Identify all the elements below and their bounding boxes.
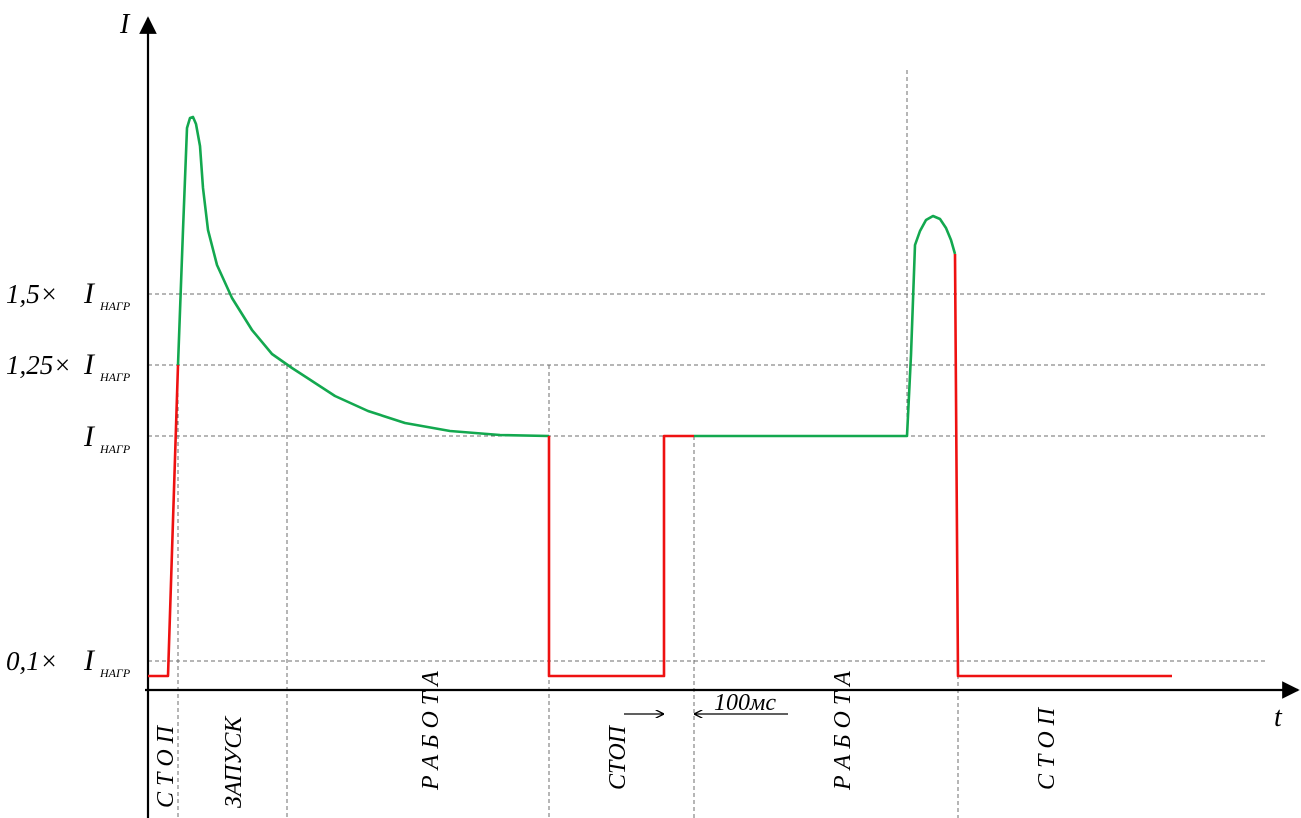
level-prefix: 1,25× xyxy=(6,350,71,380)
level-subscript: НАГР xyxy=(99,442,131,456)
phase-label-work-2: Р А Б О Т А xyxy=(830,671,856,791)
phase-label-stop-3: С Т О П xyxy=(1034,706,1060,790)
level-symbol: I xyxy=(83,644,96,677)
phase-label-stop-1: С Т О П xyxy=(153,724,179,808)
delay-label: 100мс xyxy=(714,690,776,716)
curve-stop-initial xyxy=(148,364,180,678)
delay-marker: 100мс xyxy=(624,690,788,716)
level-label-1-25: 1,25× I НАГР xyxy=(6,348,131,384)
phase-label-start: ЗАПУСК xyxy=(221,715,247,808)
level-label-1-5: 1,5× I НАГР xyxy=(6,277,131,313)
level-subscript: НАГР xyxy=(99,370,131,384)
curve-start-peak xyxy=(176,115,550,438)
level-symbol: I xyxy=(83,348,96,381)
level-subscript: НАГР xyxy=(99,299,131,313)
curve-stop-final xyxy=(953,253,1172,678)
y-axis-label: I xyxy=(119,9,131,40)
level-prefix: 0,1× xyxy=(6,646,58,676)
level-label-1: I НАГР xyxy=(83,420,131,456)
phase-label-work-1: Р А Б О Т А xyxy=(418,671,444,791)
curve-stop-drop xyxy=(547,434,694,678)
curve-work-second xyxy=(694,214,957,438)
x-axis-label: t xyxy=(1274,702,1283,733)
phase-label-stop-2: СТОП xyxy=(605,724,631,790)
level-label-0-1: 0,1× I НАГР xyxy=(6,644,131,680)
level-symbol: I xyxy=(83,420,96,453)
level-prefix: 1,5× xyxy=(6,279,58,309)
level-subscript: НАГР xyxy=(99,666,131,680)
level-symbol: I xyxy=(83,277,96,310)
